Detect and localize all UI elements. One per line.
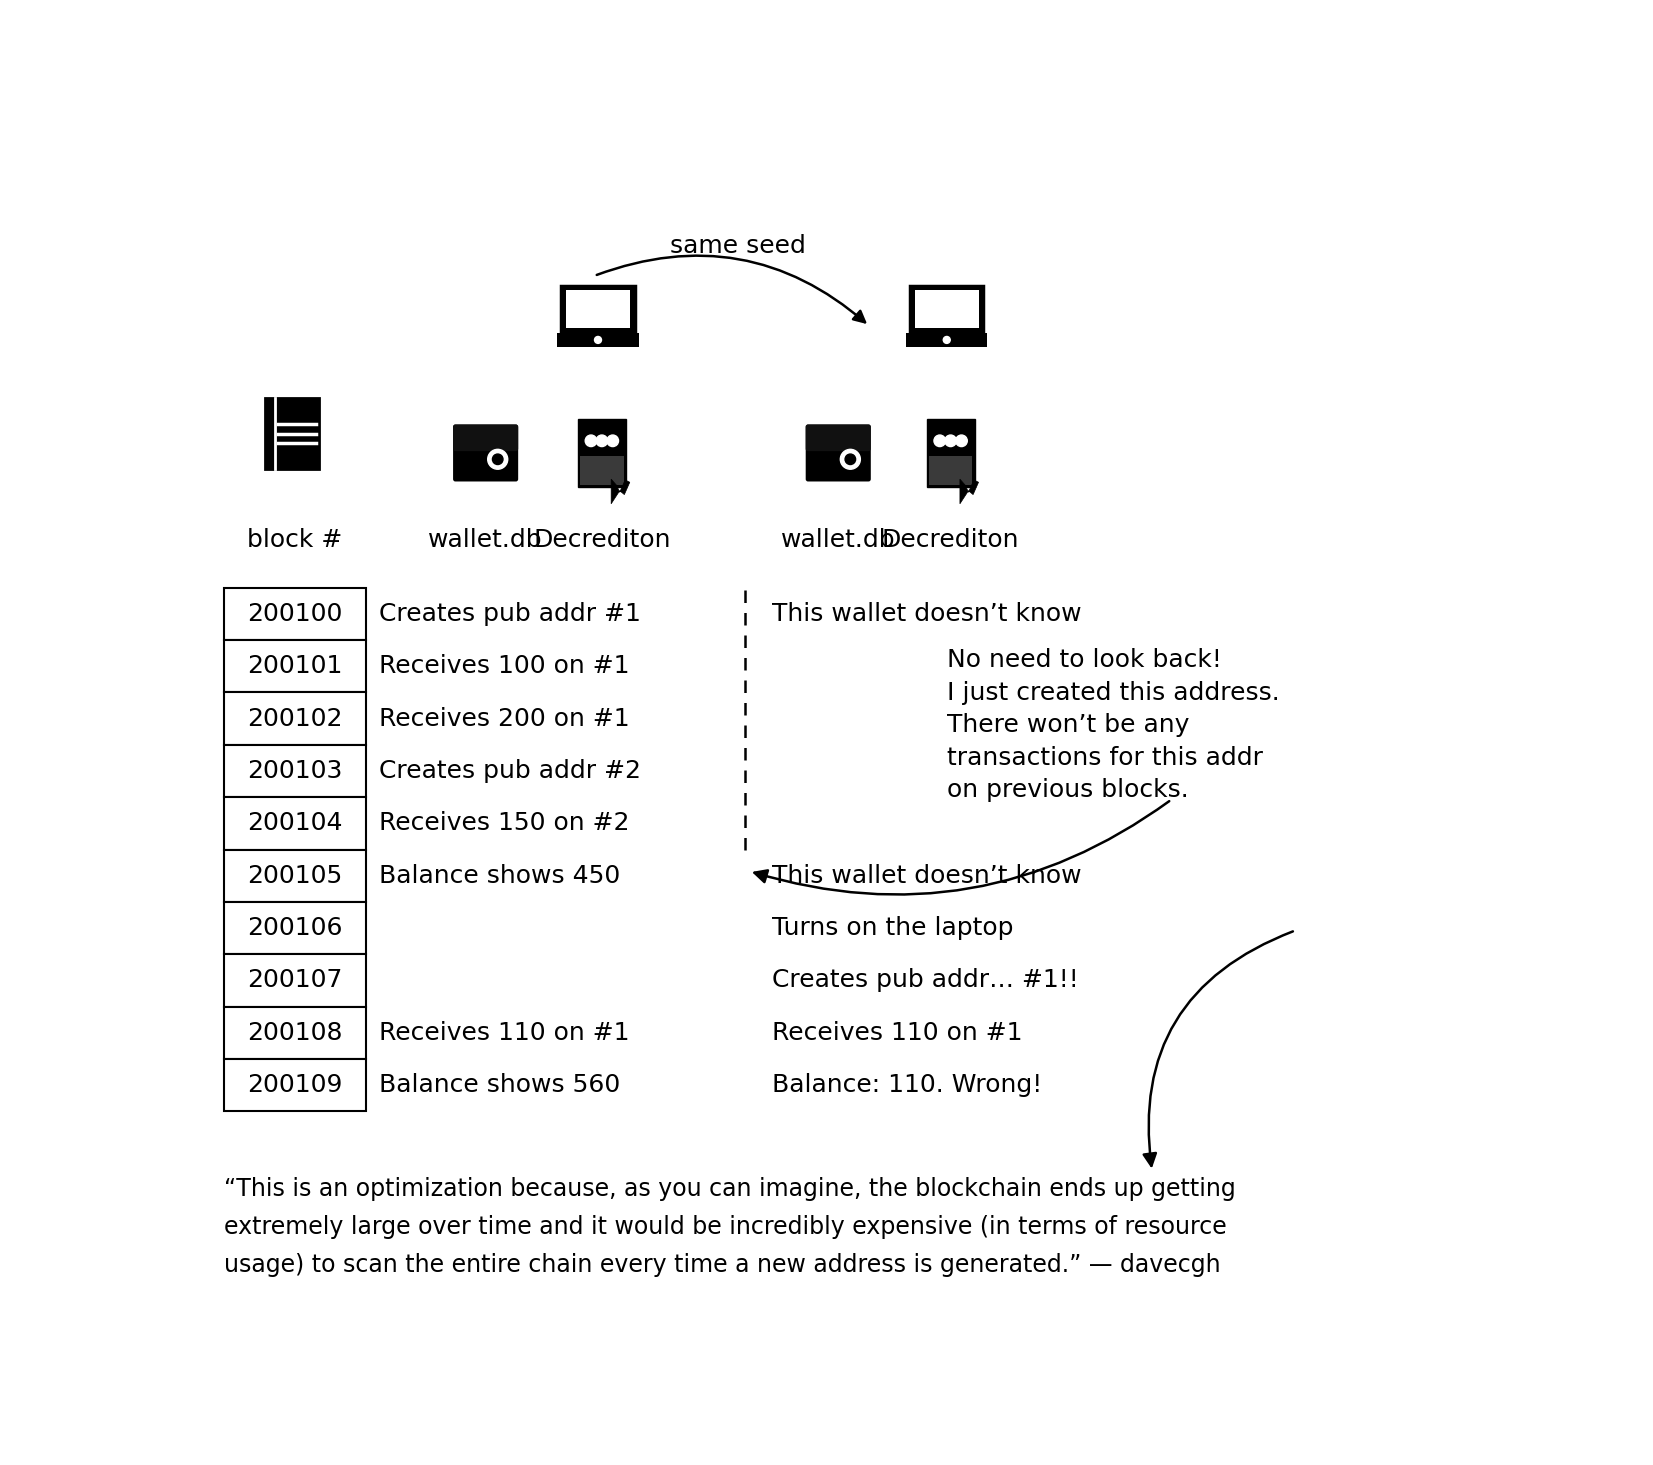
FancyBboxPatch shape — [264, 398, 319, 469]
FancyBboxPatch shape — [223, 640, 365, 693]
Circle shape — [607, 435, 618, 447]
FancyBboxPatch shape — [264, 398, 274, 469]
Circle shape — [493, 454, 503, 464]
FancyBboxPatch shape — [929, 456, 972, 485]
Text: 200105: 200105 — [246, 864, 342, 888]
Text: Creates pub addr… #1!!: Creates pub addr… #1!! — [772, 968, 1079, 992]
Text: wallet.db: wallet.db — [780, 527, 896, 552]
FancyBboxPatch shape — [557, 333, 638, 347]
FancyBboxPatch shape — [914, 290, 979, 328]
Text: block #: block # — [246, 527, 342, 552]
FancyBboxPatch shape — [223, 954, 365, 1006]
FancyBboxPatch shape — [223, 850, 365, 902]
FancyBboxPatch shape — [453, 425, 517, 451]
Text: 200104: 200104 — [246, 812, 342, 835]
Text: Receives 110 on #1: Receives 110 on #1 — [772, 1021, 1023, 1045]
FancyBboxPatch shape — [579, 419, 626, 486]
Circle shape — [946, 435, 957, 447]
FancyBboxPatch shape — [223, 587, 365, 640]
Text: 200102: 200102 — [246, 706, 342, 731]
Text: same seed: same seed — [669, 234, 805, 258]
Circle shape — [595, 337, 602, 343]
Text: 200109: 200109 — [246, 1074, 342, 1097]
FancyBboxPatch shape — [906, 333, 987, 347]
FancyBboxPatch shape — [805, 425, 871, 482]
Text: Balance shows 560: Balance shows 560 — [379, 1074, 620, 1097]
FancyBboxPatch shape — [223, 744, 365, 797]
Polygon shape — [612, 479, 630, 504]
Text: Receives 200 on #1: Receives 200 on #1 — [379, 706, 630, 731]
FancyBboxPatch shape — [223, 1006, 365, 1059]
Text: Receives 150 on #2: Receives 150 on #2 — [379, 812, 630, 835]
Text: wallet.db: wallet.db — [428, 527, 542, 552]
Text: Decrediton: Decrediton — [881, 527, 1020, 552]
Text: Receives 100 on #1: Receives 100 on #1 — [379, 655, 630, 678]
Circle shape — [845, 454, 856, 464]
Text: Balance shows 450: Balance shows 450 — [379, 864, 620, 888]
Text: Creates pub addr #1: Creates pub addr #1 — [379, 602, 641, 626]
Circle shape — [488, 450, 507, 469]
Text: 200107: 200107 — [246, 968, 342, 992]
Text: Receives 110 on #1: Receives 110 on #1 — [379, 1021, 630, 1045]
Circle shape — [944, 337, 950, 343]
FancyBboxPatch shape — [805, 425, 871, 451]
Text: Turns on the laptop: Turns on the laptop — [772, 916, 1013, 941]
FancyBboxPatch shape — [580, 456, 623, 485]
Text: This wallet doesn’t know: This wallet doesn’t know — [772, 602, 1083, 626]
FancyBboxPatch shape — [453, 425, 517, 482]
Text: Creates pub addr #2: Creates pub addr #2 — [379, 759, 641, 782]
Text: 200103: 200103 — [246, 759, 342, 782]
FancyBboxPatch shape — [911, 286, 984, 333]
Circle shape — [934, 435, 946, 447]
Text: 200100: 200100 — [246, 602, 342, 626]
Text: No need to look back!
I just created this address.
There won’t be any
transactio: No need to look back! I just created thi… — [947, 648, 1279, 803]
Circle shape — [840, 450, 860, 469]
FancyBboxPatch shape — [223, 797, 365, 850]
FancyBboxPatch shape — [223, 693, 365, 744]
FancyArrowPatch shape — [1144, 932, 1293, 1166]
Text: Balance: 110. Wrong!: Balance: 110. Wrong! — [772, 1074, 1043, 1097]
Text: Decrediton: Decrediton — [534, 527, 671, 552]
Text: This wallet doesn’t know: This wallet doesn’t know — [772, 864, 1083, 888]
FancyArrowPatch shape — [597, 255, 865, 322]
FancyBboxPatch shape — [565, 290, 630, 328]
Text: 200101: 200101 — [246, 655, 342, 678]
FancyBboxPatch shape — [223, 902, 365, 954]
FancyBboxPatch shape — [927, 419, 975, 486]
Circle shape — [585, 435, 597, 447]
Circle shape — [955, 435, 967, 447]
Text: 200106: 200106 — [246, 916, 342, 941]
Text: 200108: 200108 — [246, 1021, 342, 1045]
Text: “This is an optimization because, as you can imagine, the blockchain ends up get: “This is an optimization because, as you… — [223, 1176, 1235, 1277]
FancyBboxPatch shape — [562, 286, 635, 333]
Polygon shape — [960, 479, 979, 504]
FancyArrowPatch shape — [754, 801, 1169, 895]
Circle shape — [597, 435, 608, 447]
FancyBboxPatch shape — [223, 1059, 365, 1112]
